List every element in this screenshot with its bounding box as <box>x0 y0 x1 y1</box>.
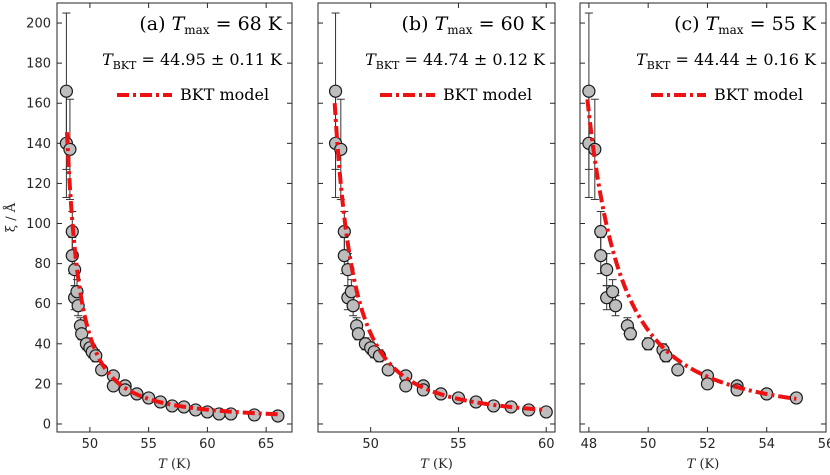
x-tick-label: 50 <box>362 437 379 452</box>
x-axis-unit: (K) <box>167 457 191 472</box>
data-point <box>623 327 637 341</box>
y-tick-label: 160 <box>26 97 51 112</box>
x-axis-label: T (K) <box>420 457 453 472</box>
title-var: T <box>706 13 720 35</box>
title-sub: max <box>718 23 744 37</box>
panel-label: (c) <box>674 13 706 35</box>
panel-title: (c) Tmax = 55 K <box>674 13 817 37</box>
panel-a: 50 55 60 65 0 20 40 60 80 100 120 140 160 180 200 (a) T… <box>3 2 293 472</box>
data-point <box>582 84 596 98</box>
title-value: = 60 K <box>473 13 546 35</box>
tbkt-sub: BKT <box>376 59 400 72</box>
y-tick-label: 180 <box>26 57 51 72</box>
x-tick-label: 50 <box>640 437 657 452</box>
y-tick-label: 140 <box>26 137 51 152</box>
title-sub: max <box>184 23 210 37</box>
data-point <box>641 337 655 351</box>
tbkt-sub: BKT <box>113 59 137 72</box>
bkt-model-curve <box>585 99 797 401</box>
tbkt-var: T <box>102 50 114 69</box>
title-var: T <box>435 13 449 35</box>
x-tick-label: 52 <box>699 437 716 452</box>
x-tick-label: 50 <box>82 437 99 452</box>
x-axis-unit: (K) <box>429 457 453 472</box>
y-tick-label: 60 <box>34 297 51 312</box>
data-series <box>328 12 553 419</box>
title-value: = 68 K <box>210 13 283 35</box>
y-tick-label: 80 <box>34 257 51 272</box>
data-point <box>328 84 343 98</box>
data-point <box>351 327 365 341</box>
y-tick-label: 120 <box>26 177 51 192</box>
x-tick-label: 60 <box>538 437 555 452</box>
axes-frame <box>317 2 556 433</box>
data-point <box>659 349 673 363</box>
tbkt-value: = 44.44 ± 0.16 K <box>670 50 817 69</box>
x-tick-label: 60 <box>199 437 216 452</box>
axes-frame <box>56 2 293 433</box>
legend-label: BKT model <box>714 85 803 104</box>
x-axis-var: T <box>158 457 168 472</box>
panel-label: (b) <box>402 13 435 35</box>
x-tick-label: 56 <box>818 437 830 452</box>
data-point <box>346 299 360 313</box>
data-point <box>399 379 413 393</box>
tbkt-var: T <box>365 50 377 69</box>
y-tick-label: 40 <box>34 337 51 352</box>
x-tick-label: 48 <box>581 437 598 452</box>
x-axis-var: T <box>420 457 430 472</box>
data-point <box>594 224 608 239</box>
legend-label: BKT model <box>180 85 269 104</box>
x-axis-var: T <box>687 457 697 472</box>
panel-label: (a) <box>139 13 171 35</box>
data-point <box>594 248 608 263</box>
legend-label: BKT model <box>443 85 532 104</box>
x-tick-label: 55 <box>140 437 157 452</box>
title-var: T <box>172 13 186 35</box>
title-value: = 55 K <box>744 13 817 35</box>
x-tick-label: 65 <box>258 437 275 452</box>
bkt-model-curve <box>332 102 547 412</box>
x-axis-label: T (K) <box>158 457 191 472</box>
data-series <box>59 12 285 423</box>
y-axis-label: ξ / Å <box>3 202 19 232</box>
tbkt-annotation: TBKT = 44.95 ± 0.11 K <box>102 50 283 72</box>
data-point <box>63 142 77 156</box>
y-tick-label: 20 <box>34 377 51 392</box>
tbkt-value: = 44.74 ± 0.12 K <box>399 50 546 69</box>
data-point <box>600 263 614 277</box>
y-tick-label: 200 <box>26 17 51 32</box>
tbkt-annotation: TBKT = 44.74 ± 0.12 K <box>365 50 546 72</box>
data-point <box>671 363 685 377</box>
x-axis-unit: (K) <box>695 457 719 472</box>
data-point <box>59 84 74 98</box>
data-point <box>381 363 395 377</box>
data-series <box>582 12 803 405</box>
tbkt-var: T <box>636 50 648 69</box>
title-sub: max <box>447 23 473 37</box>
tbkt-value: = 44.95 ± 0.11 K <box>136 50 283 69</box>
y-tick-label: 100 <box>26 217 51 232</box>
x-tick-label: 55 <box>450 437 467 452</box>
x-tick-label: 54 <box>758 437 775 452</box>
data-point <box>539 405 553 419</box>
panel-title: (b) Tmax = 60 K <box>402 13 546 37</box>
data-point <box>606 285 620 299</box>
data-point <box>608 299 623 313</box>
tbkt-annotation: TBKT = 44.44 ± 0.16 K <box>636 50 817 72</box>
bkt-model-curve <box>64 132 278 417</box>
y-tick-label: 0 <box>43 417 51 432</box>
panel-title: (a) Tmax = 68 K <box>139 13 282 37</box>
x-axis-label: T (K) <box>687 457 720 472</box>
tbkt-sub: BKT <box>647 59 671 72</box>
axes-frame <box>579 2 827 433</box>
